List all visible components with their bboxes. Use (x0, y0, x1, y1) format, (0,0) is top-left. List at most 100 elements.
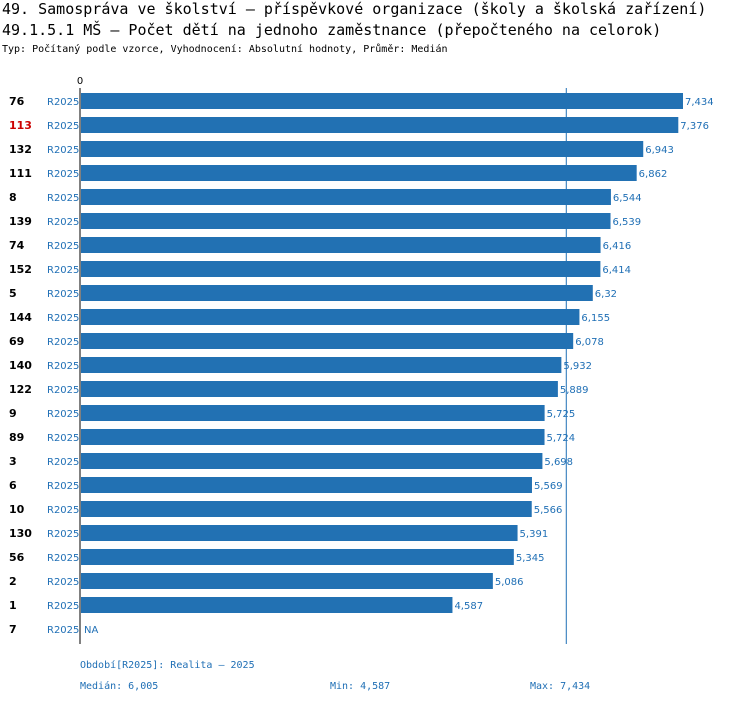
bar-value-label: 6,539 (613, 217, 642, 228)
bar-value-label: 5,391 (520, 529, 549, 540)
bar (81, 453, 543, 469)
row-series-label: R2025 (47, 601, 79, 612)
x-axis-zero-label: 0 (77, 76, 83, 87)
row-id-label: 56 (9, 551, 25, 564)
row-id-label: 113 (9, 119, 32, 132)
row-id-label: 122 (9, 383, 32, 396)
footer-min: Min: 4,587 (330, 681, 391, 692)
bar (81, 309, 580, 325)
bar (81, 141, 644, 157)
row-series-label: R2025 (47, 385, 79, 396)
row-id-label: 9 (9, 407, 17, 420)
row-series-label: R2025 (47, 145, 79, 156)
row-series-label: R2025 (47, 337, 79, 348)
bar-value-label: NA (84, 625, 98, 636)
row-series-label: R2025 (47, 289, 79, 300)
row-series-label: R2025 (47, 625, 79, 636)
row-id-label: 5 (9, 287, 17, 300)
row-id-label: 144 (9, 311, 32, 324)
bar-value-label: 6,943 (645, 145, 674, 156)
bar (81, 237, 601, 253)
bar-value-label: 5,345 (516, 553, 545, 564)
row-id-label: 139 (9, 215, 32, 228)
row-id-label: 74 (9, 239, 25, 252)
bar (81, 261, 601, 277)
row-id-label: 8 (9, 191, 17, 204)
row-id-label: 3 (9, 455, 17, 468)
footer-max: Max: 7,434 (530, 681, 591, 692)
bar-value-label: 4,587 (454, 601, 483, 612)
row-series-label: R2025 (47, 265, 79, 276)
row-series-label: R2025 (47, 529, 79, 540)
bar-value-label: 7,434 (685, 97, 714, 108)
row-id-label: 152 (9, 263, 32, 276)
bar (81, 165, 637, 181)
bar-value-label: 5,725 (547, 409, 576, 420)
chart-title: 49. Samospráva ve školství – příspěvkové… (2, 0, 707, 18)
chart-subtitle: 49.1.5.1 MŠ – Počet dětí na jednoho zamě… (2, 21, 662, 39)
bar (81, 117, 679, 133)
row-id-label: 140 (9, 359, 32, 372)
bar-value-label: 6,155 (581, 313, 610, 324)
row-series-label: R2025 (47, 505, 79, 516)
bar (81, 573, 493, 589)
row-series-label: R2025 (47, 241, 79, 252)
footer-period: Období[R2025]: Realita – 2025 (80, 660, 255, 671)
bar-value-label: 6,414 (602, 265, 631, 276)
bar (81, 333, 574, 349)
row-series-label: R2025 (47, 433, 79, 444)
bar-value-label: 6,862 (639, 169, 668, 180)
row-id-label: 2 (9, 575, 17, 588)
row-series-label: R2025 (47, 97, 79, 108)
row-series-label: R2025 (47, 169, 79, 180)
row-series-label: R2025 (47, 193, 79, 204)
row-series-label: R2025 (47, 577, 79, 588)
row-id-label: 111 (9, 167, 32, 180)
bar-value-label: 5,889 (560, 385, 589, 396)
row-id-label: 1 (9, 599, 17, 612)
bar (81, 549, 514, 565)
chart-description: Typ: Počítaný podle vzorce, Vyhodnocení:… (2, 44, 448, 55)
row-id-label: 89 (9, 431, 24, 444)
row-series-label: R2025 (47, 217, 79, 228)
bar-value-label: 5,724 (547, 433, 576, 444)
bar (81, 285, 593, 301)
row-series-label: R2025 (47, 457, 79, 468)
row-series-label: R2025 (47, 553, 79, 564)
bar (81, 405, 545, 421)
bar-value-label: 5,566 (534, 505, 563, 516)
bar-value-label: 6,544 (613, 193, 642, 204)
bar (81, 501, 532, 517)
bar-value-label: 6,078 (575, 337, 604, 348)
bar-value-label: 5,932 (563, 361, 592, 372)
bar (81, 429, 545, 445)
row-id-label: 10 (9, 503, 25, 516)
bar-value-label: 5,569 (534, 481, 563, 492)
row-id-label: 132 (9, 143, 32, 156)
row-id-label: 130 (9, 527, 32, 540)
row-id-label: 7 (9, 623, 17, 636)
bar (81, 93, 683, 109)
row-id-label: 6 (9, 479, 17, 492)
bar-value-label: 5,086 (495, 577, 524, 588)
row-series-label: R2025 (47, 313, 79, 324)
bar-value-label: 6,32 (595, 289, 617, 300)
bar (81, 525, 518, 541)
bar-value-label: 5,698 (544, 457, 573, 468)
bar (81, 477, 532, 493)
footer-median: Medián: 6,005 (80, 681, 159, 692)
row-series-label: R2025 (47, 361, 79, 372)
bar (81, 213, 611, 229)
bar (81, 597, 453, 613)
row-series-label: R2025 (47, 481, 79, 492)
row-series-label: R2025 (47, 121, 79, 132)
bar-value-label: 6,416 (603, 241, 632, 252)
row-id-label: 76 (9, 95, 25, 108)
row-id-label: 69 (9, 335, 24, 348)
bar (81, 357, 562, 373)
row-series-label: R2025 (47, 409, 79, 420)
bar-value-label: 7,376 (680, 121, 709, 132)
bar (81, 381, 558, 397)
bar (81, 189, 611, 205)
